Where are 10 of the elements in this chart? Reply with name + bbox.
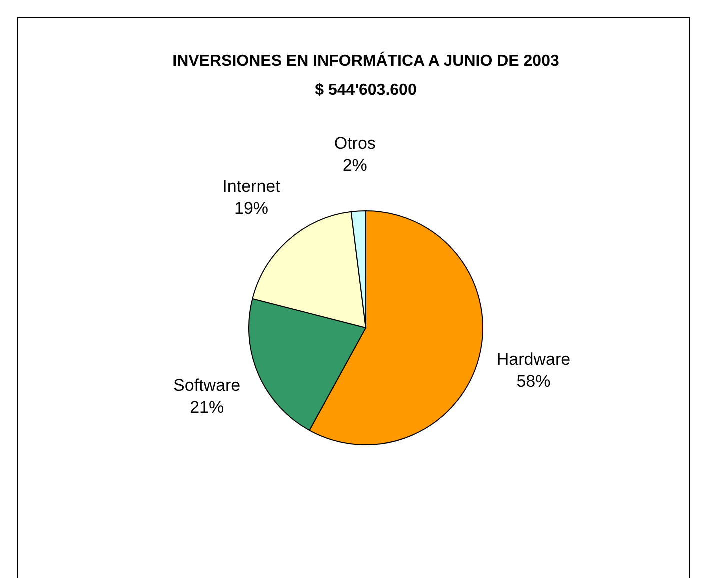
slice-label: Software bbox=[174, 376, 241, 395]
data-label: 58% bbox=[516, 372, 551, 392]
data-label: 19% bbox=[234, 199, 269, 218]
chart-subtitle: $ 544'603.600 bbox=[315, 82, 417, 99]
data-label: 2% bbox=[342, 156, 368, 176]
slice-label: Hardware bbox=[496, 350, 571, 370]
data-label: 21% bbox=[190, 398, 224, 417]
slice-label: Otros bbox=[334, 134, 376, 154]
chart-title: INVERSIONES EN INFORMÁTICA A JUNIO DE 2003 bbox=[172, 51, 560, 70]
slice-label: Internet bbox=[222, 177, 281, 196]
